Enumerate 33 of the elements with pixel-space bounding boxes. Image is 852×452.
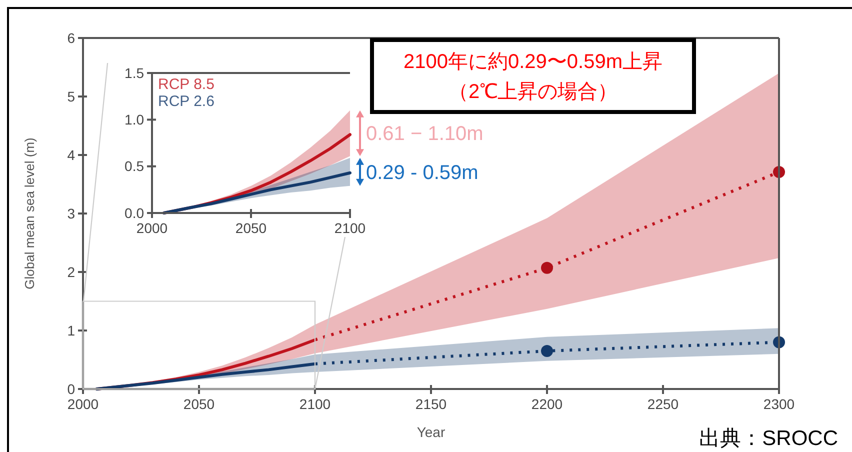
y-tick-label: 0.0 xyxy=(124,204,144,221)
y-tick-label: 0.5 xyxy=(124,158,144,174)
y-tick-label: 5 xyxy=(67,88,76,104)
y-tick-label: 4 xyxy=(67,146,76,163)
text: RCP 8.5 xyxy=(158,76,214,93)
x-tick-label: 2050 xyxy=(235,220,267,236)
y-tick-label: 3 xyxy=(67,205,76,222)
y-tick-label: 1.5 xyxy=(124,64,144,81)
point xyxy=(541,344,553,357)
x-tick-label: 2300 xyxy=(763,396,795,412)
text: RCP 2.6 xyxy=(158,93,214,110)
annotation: 2100年に約0.29〜0.59m上昇 xyxy=(403,51,663,73)
x-tick-label: 2000 xyxy=(136,220,168,236)
x-tick-label: 2100 xyxy=(299,396,331,412)
annotation: 0.61 − 1.10m xyxy=(366,123,484,146)
x-tick-label: 2250 xyxy=(647,396,679,412)
y-tick-label: 6 xyxy=(67,30,76,46)
line-series xyxy=(162,171,352,214)
x-tick-label: 2100 xyxy=(334,220,366,236)
annotation: 0.29 - 0.59m xyxy=(366,162,478,184)
x-axis-title: Year xyxy=(416,424,446,440)
y-tick-label: 2 xyxy=(67,264,76,280)
point xyxy=(541,262,553,274)
x-tick-label: 2200 xyxy=(531,396,563,412)
source-note: 出典：SROCC xyxy=(699,427,838,450)
y-axis-title: Global mean sea level (m) xyxy=(22,138,37,290)
annotation: （2℃上昇の場合） xyxy=(448,81,618,103)
x-tick-label: 2050 xyxy=(183,396,215,412)
x-tick-label: 2150 xyxy=(415,396,447,412)
y-tick-label: 0 xyxy=(67,380,76,397)
x-tick-label: 2000 xyxy=(67,396,99,412)
y-tick-label: 1.0 xyxy=(124,112,144,128)
y-tick-label: 1 xyxy=(67,322,76,338)
